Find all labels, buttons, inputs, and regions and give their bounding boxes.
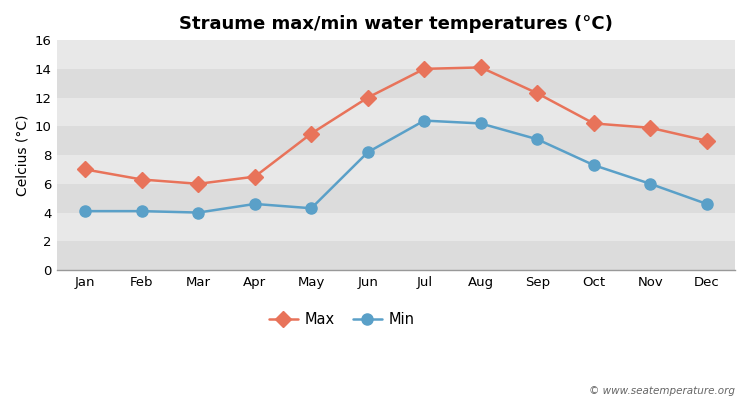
Min: [194, 210, 202, 215]
Y-axis label: Celcius (°C): Celcius (°C): [15, 114, 29, 196]
Max: [532, 91, 542, 96]
Min: [590, 163, 598, 168]
Max: [476, 65, 485, 70]
Text: © www.seatemperature.org: © www.seatemperature.org: [589, 386, 735, 396]
Line: Min: Min: [80, 115, 712, 218]
Max: [137, 177, 146, 182]
Min: [532, 137, 542, 142]
Max: [194, 182, 202, 186]
Bar: [57, 40, 735, 69]
Max: [251, 174, 260, 179]
Max: [646, 125, 655, 130]
Min: [646, 182, 655, 186]
Min: [137, 209, 146, 214]
Bar: [57, 126, 735, 155]
Bar: [57, 241, 735, 270]
Max: [590, 121, 598, 126]
Max: [420, 66, 429, 71]
Bar: [57, 184, 735, 212]
Min: [702, 202, 711, 206]
Legend: Max, Min: Max, Min: [268, 312, 415, 327]
Bar: [57, 155, 735, 184]
Max: [702, 138, 711, 143]
Max: [363, 95, 372, 100]
Title: Straume max/min water temperatures (°C): Straume max/min water temperatures (°C): [179, 15, 613, 33]
Min: [476, 121, 485, 126]
Min: [307, 206, 316, 211]
Min: [363, 150, 372, 155]
Bar: [57, 69, 735, 98]
Max: [307, 131, 316, 136]
Max: [81, 167, 90, 172]
Min: [251, 202, 260, 206]
Bar: [57, 98, 735, 126]
Min: [420, 118, 429, 123]
Bar: [57, 212, 735, 241]
Line: Max: Max: [80, 62, 712, 189]
Min: [81, 209, 90, 214]
